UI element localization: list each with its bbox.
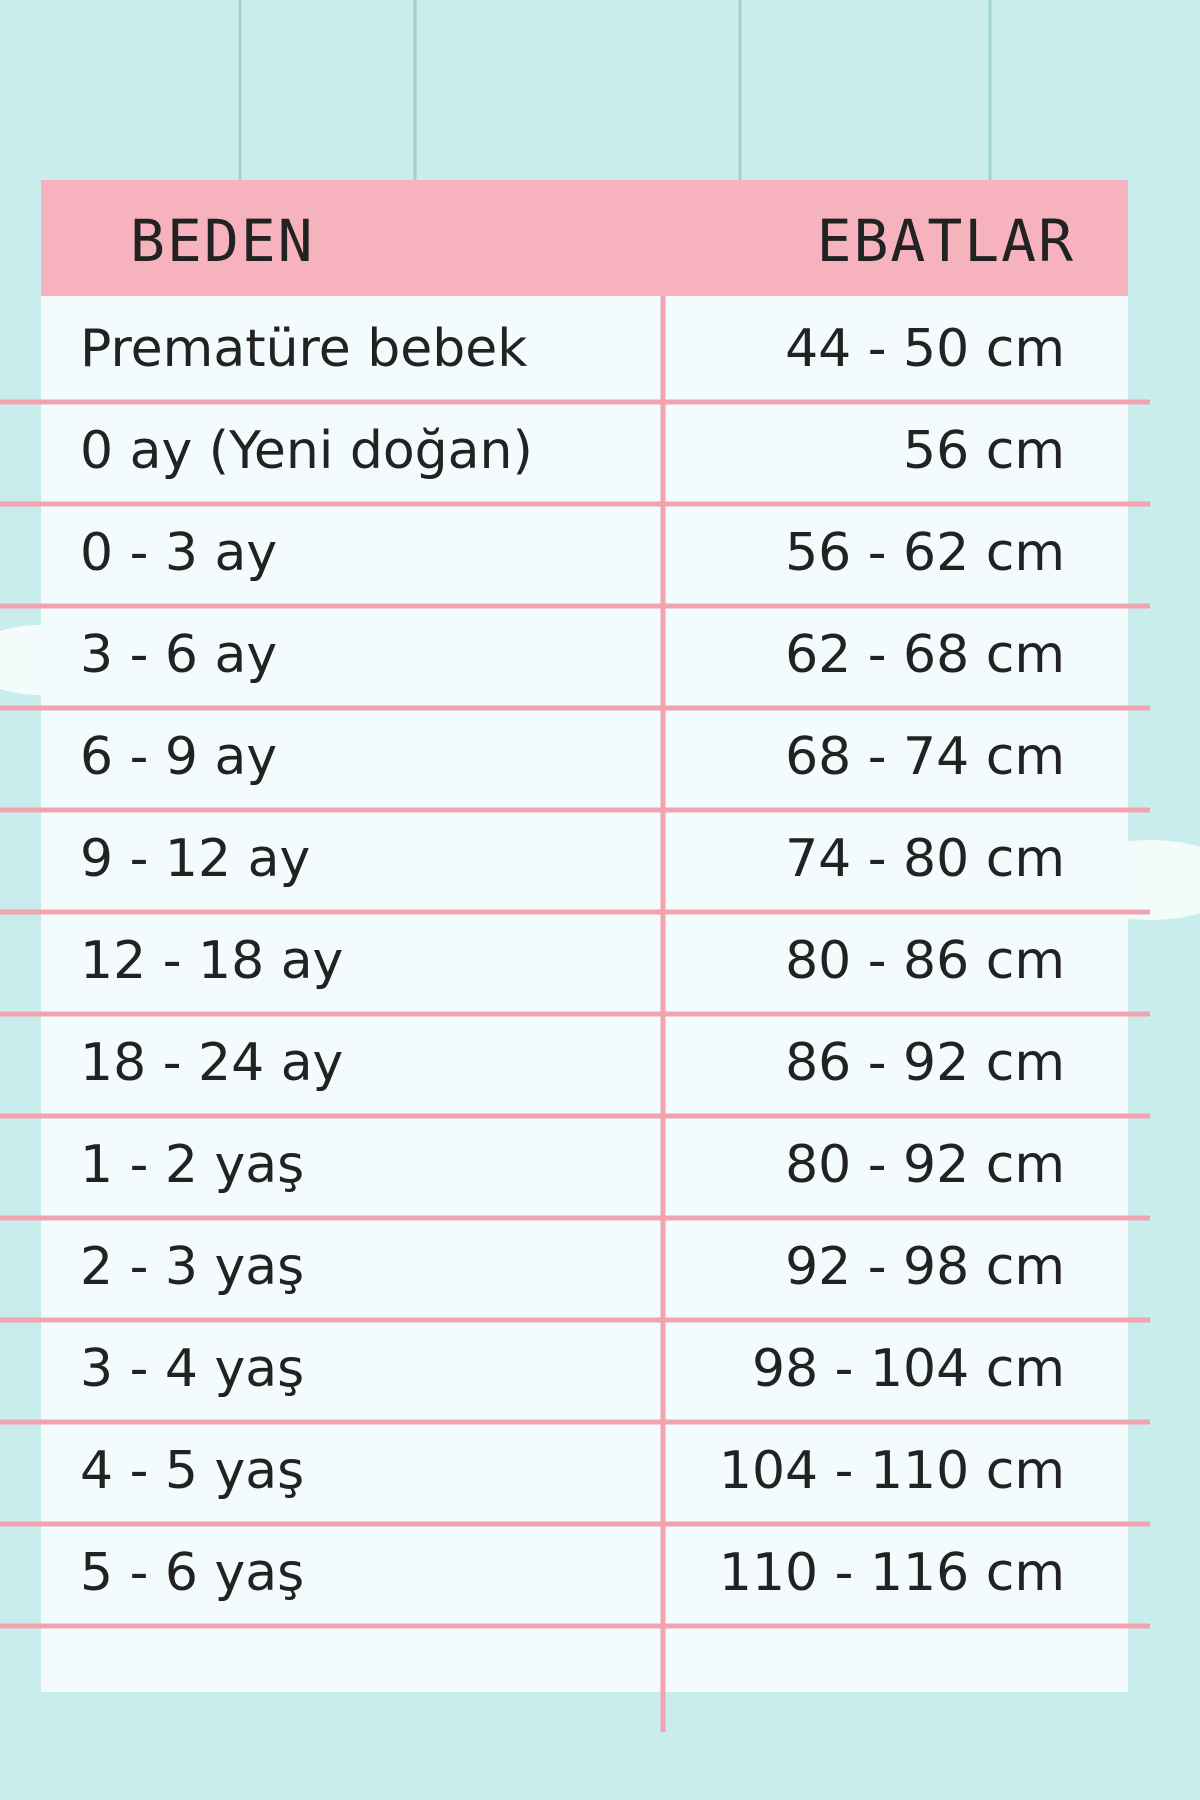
header-bar <box>41 180 1128 296</box>
table-body: Prematüre bebek 44 - 50 cm 0 ay (Yeni doğa… <box>0 319 1150 1629</box>
measure-cell: 68 - 74 cm <box>785 727 1065 787</box>
measure-cell: 104 - 110 cm <box>719 1441 1065 1501</box>
size-cell: 0 - 3 ay <box>80 523 277 583</box>
table-panel <box>41 180 1128 1692</box>
measure-cell: 86 - 92 cm <box>785 1033 1065 1093</box>
size-cell: 12 - 18 ay <box>80 931 343 991</box>
size-cell: 2 - 3 yaş <box>80 1237 304 1297</box>
header-cell: BEDEN <box>130 207 315 275</box>
measure-cell: 92 - 98 cm <box>785 1237 1065 1297</box>
measure-cell: 80 - 92 cm <box>785 1135 1065 1195</box>
measure-cell: 74 - 80 cm <box>785 829 1065 889</box>
header-cell: EBATLAR <box>817 207 1075 275</box>
measure-cell: 56 - 62 cm <box>785 523 1065 583</box>
measure-cell: 98 - 104 cm <box>752 1339 1065 1399</box>
size-cell: 18 - 24 ay <box>80 1033 343 1093</box>
size-cell: 1 - 2 yaş <box>80 1135 304 1195</box>
size-cell: Prematüre bebek <box>80 319 527 379</box>
size-cell: 5 - 6 yaş <box>80 1543 304 1603</box>
measure-cell: 62 - 68 cm <box>785 625 1065 685</box>
size-cell: 3 - 4 yaş <box>80 1339 304 1399</box>
size-cell: 0 ay (Yeni doğan) <box>80 421 533 481</box>
size-cell: 9 - 12 ay <box>80 829 310 889</box>
measure-cell: 80 - 86 cm <box>785 931 1065 991</box>
measure-cell: 56 cm <box>903 421 1065 481</box>
size-cell: 3 - 6 ay <box>80 625 277 685</box>
hanging-strings <box>238 0 992 180</box>
measure-cell: 44 - 50 cm <box>785 319 1065 379</box>
measure-cell: 110 - 116 cm <box>719 1543 1065 1603</box>
size-cell: 4 - 5 yaş <box>80 1441 304 1501</box>
size-cell: 6 - 9 ay <box>80 727 277 787</box>
